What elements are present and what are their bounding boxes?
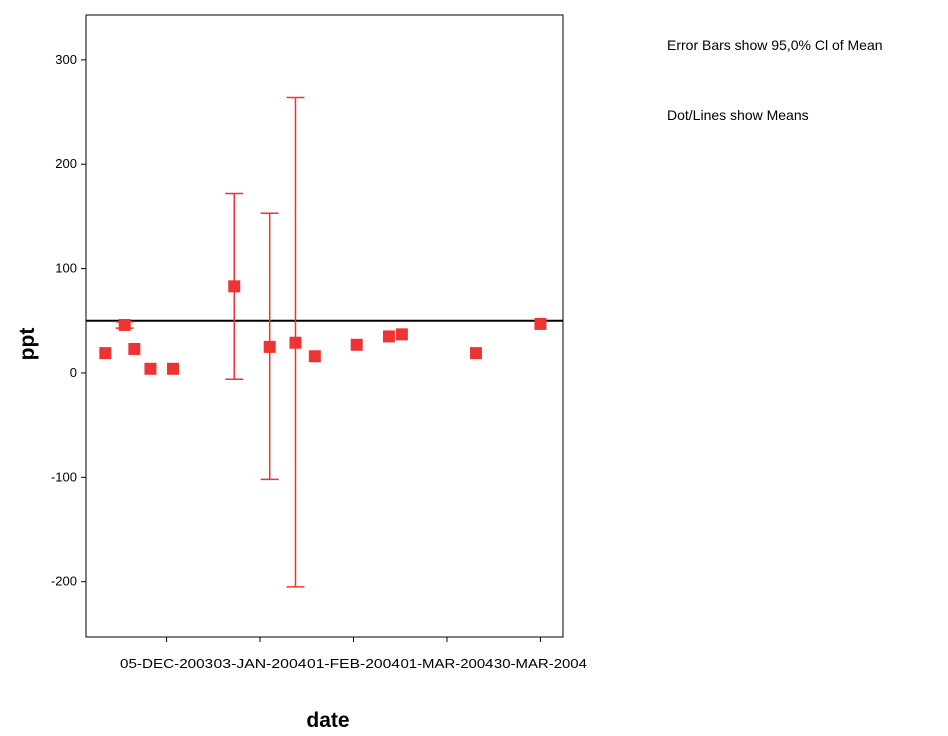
error-bar-note: Error Bars show 95,0% Cl of Mean: [667, 37, 883, 53]
y-tick-label: 100: [55, 261, 77, 276]
y-tick-label: -100: [51, 469, 77, 484]
data-point: [289, 336, 302, 349]
plot-frame: [85, 14, 564, 638]
data-point: [167, 362, 180, 375]
y-tick-label: 200: [55, 156, 77, 171]
data-point: [469, 347, 482, 360]
data-point: [228, 280, 241, 293]
x-tick-label: 01-MAR-2004: [400, 656, 493, 671]
y-tick-label: 300: [55, 52, 77, 67]
y-tick-label: 0: [70, 365, 77, 380]
y-tick-label: -200: [51, 574, 77, 589]
data-point: [144, 362, 157, 375]
means-note: Dot/Lines show Means: [667, 107, 809, 123]
y-axis-title: ppt: [16, 328, 39, 361]
x-axis-title: date: [306, 709, 349, 732]
x-tick-label: 30-MAR-2004: [494, 656, 587, 671]
data-point: [382, 330, 395, 343]
x-tick-label: 05-DEC-2003: [120, 656, 213, 671]
data-point: [534, 317, 547, 330]
data-point: [128, 342, 141, 355]
x-tick-label: 03-JAN-2004: [214, 656, 307, 671]
data-point: [99, 347, 112, 360]
plot-area: -200 -100 0 100 200 300 05-DEC-2003 03-JAN-2004…: [51, 14, 587, 671]
data-point: [395, 328, 408, 341]
data-point: [350, 338, 363, 351]
x-tick-label: 01-FEB-2004: [307, 656, 400, 671]
data-point: [263, 340, 276, 353]
data-point: [118, 318, 131, 331]
data-point: [308, 350, 321, 363]
